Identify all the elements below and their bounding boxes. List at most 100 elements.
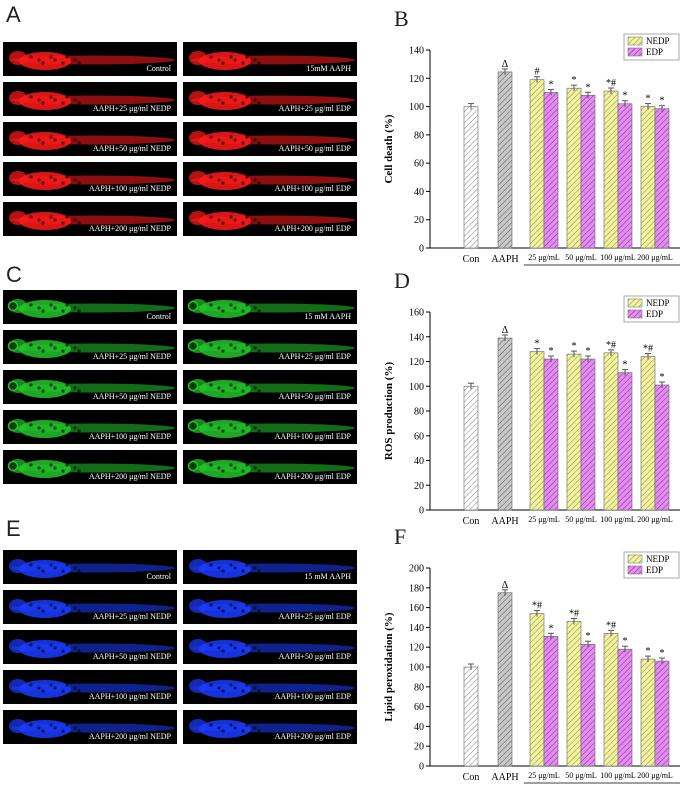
legend-swatch-nedp bbox=[627, 298, 643, 308]
fish-image-c-7: AAPH+100 μg/ml EDP bbox=[183, 410, 357, 444]
legend-label-edp: EDP bbox=[646, 565, 663, 575]
fish-image-a-2: AAPH+25 μg/ml NEDP bbox=[3, 82, 177, 116]
y-tick-label: 20 bbox=[414, 742, 424, 753]
y-tick-label: 100 bbox=[409, 382, 424, 393]
significance-mark: * bbox=[660, 372, 665, 383]
y-tick-label: 40 bbox=[414, 722, 424, 733]
fish-image-caption: AAPH+25 μg/ml NEDP bbox=[92, 352, 171, 361]
x-tick-label: 100 μg/mL bbox=[600, 253, 636, 262]
zebrafish-silhouette bbox=[189, 131, 355, 150]
zebrafish-silhouette bbox=[187, 379, 355, 398]
x-tick-label: 50 μg/mL bbox=[565, 771, 597, 780]
bar-edp-1 bbox=[580, 358, 596, 511]
zebrafish-silhouette bbox=[9, 719, 175, 738]
fish-image-c-2: AAPH+25 μg/ml NEDP bbox=[3, 330, 177, 364]
zebrafish-silhouette bbox=[187, 419, 355, 438]
fish-image-caption: AAPH+200 μg/ml NEDP bbox=[88, 732, 171, 741]
fish-image-e-0: Control bbox=[3, 550, 177, 584]
significance-mark: *# bbox=[606, 620, 616, 631]
significance-mark: Δ bbox=[502, 59, 509, 70]
bar-edp-2 bbox=[617, 648, 633, 767]
bar-nedp-0 bbox=[529, 613, 545, 767]
y-tick-label: 80 bbox=[414, 682, 424, 693]
zebrafish-silhouette bbox=[9, 211, 175, 230]
legend-label-edp: EDP bbox=[646, 47, 663, 57]
x-tick-label: 50 μg/mL bbox=[565, 515, 597, 524]
panel-label-c: C bbox=[6, 262, 22, 287]
zebrafish-silhouette bbox=[189, 91, 355, 110]
fish-image-caption: 15 mM AAPH bbox=[304, 312, 351, 321]
bar-aaph bbox=[497, 337, 513, 511]
bar-nedp-3 bbox=[640, 658, 656, 767]
significance-mark: * bbox=[660, 96, 665, 107]
bar-aaph bbox=[497, 71, 513, 249]
legend-label-edp: EDP bbox=[646, 309, 663, 319]
bar-edp-1 bbox=[580, 643, 596, 767]
bar-nedp-1 bbox=[566, 87, 582, 249]
bar-nedp-0 bbox=[529, 79, 545, 249]
bar-con bbox=[463, 666, 479, 767]
bar-nedp-2 bbox=[603, 633, 619, 767]
y-tick-label: 40 bbox=[414, 456, 424, 467]
significance-mark: # bbox=[535, 67, 540, 78]
y-tick-label: 180 bbox=[409, 583, 424, 594]
x-tick-label: 100 μg/mL bbox=[600, 771, 636, 780]
bar-edp-0 bbox=[543, 636, 559, 767]
legend-label-nedp: NEDP bbox=[646, 554, 670, 564]
zebrafish-silhouette bbox=[187, 299, 355, 318]
fish-image-e-6: AAPH+100 μg/ml NEDP bbox=[3, 670, 177, 704]
fish-image-caption: AAPH+100 μg/ml EDP bbox=[274, 184, 351, 193]
fish-image-caption: AAPH+100 μg/ml NEDP bbox=[88, 432, 171, 441]
fish-image-e-2: AAPH+25 μg/ml NEDP bbox=[3, 590, 177, 624]
significance-mark: * bbox=[572, 341, 577, 352]
fish-image-a-7: AAPH+100 μg/ml EDP bbox=[183, 162, 357, 196]
fish-image-c-9: AAPH+200 μg/ml EDP bbox=[183, 450, 357, 484]
significance-mark: * bbox=[549, 623, 554, 634]
x-tick-label: 200 μg/mL bbox=[637, 253, 673, 262]
zebrafish-silhouette bbox=[9, 639, 175, 658]
fish-image-caption: AAPH+50 μg/ml EDP bbox=[278, 392, 351, 401]
x-tick-label: AAPH bbox=[491, 254, 518, 265]
fish-image-caption: AAPH+100 μg/ml NEDP bbox=[88, 184, 171, 193]
legend-swatch-edp bbox=[627, 47, 643, 57]
fish-image-caption: AAPH+50 μg/ml NEDP bbox=[92, 144, 171, 153]
significance-mark: * bbox=[646, 94, 651, 105]
zebrafish-silhouette bbox=[189, 719, 355, 738]
fish-image-a-8: AAPH+200 μg/ml NEDP bbox=[3, 202, 177, 236]
fish-image-c-5: AAPH+50 μg/ml EDP bbox=[183, 370, 357, 404]
zebrafish-silhouette bbox=[9, 91, 175, 110]
fish-image-caption: AAPH+200 μg/ml NEDP bbox=[88, 472, 171, 481]
fish-image-caption: AAPH+25 μg/ml EDP bbox=[278, 612, 351, 621]
legend-label-nedp: NEDP bbox=[646, 36, 670, 46]
fish-image-caption: AAPH+25 μg/ml EDP bbox=[278, 352, 351, 361]
x-tick-label: 200 μg/mL bbox=[637, 515, 673, 524]
fish-image-caption: AAPH+200 μg/ml EDP bbox=[274, 472, 351, 481]
fish-image-caption: Control bbox=[146, 64, 171, 73]
zebrafish-silhouette bbox=[9, 599, 175, 618]
bar-edp-2 bbox=[617, 372, 633, 511]
significance-mark: Δ bbox=[502, 325, 509, 336]
bar-aaph bbox=[497, 592, 513, 767]
significance-mark: *# bbox=[606, 78, 616, 89]
bar-con bbox=[463, 106, 479, 249]
zebrafish-silhouette bbox=[9, 559, 175, 578]
significance-mark: * bbox=[623, 636, 628, 647]
zebrafish-silhouette bbox=[187, 339, 355, 358]
bar-edp-0 bbox=[543, 358, 559, 511]
fish-image-e-4: AAPH+50 μg/ml NEDP bbox=[3, 630, 177, 664]
significance-mark: *# bbox=[569, 608, 579, 619]
significance-mark: * bbox=[586, 82, 591, 93]
panel-label-e: E bbox=[6, 516, 21, 541]
significance-mark: * bbox=[586, 346, 591, 357]
fish-image-a-9: AAPH+200 μg/ml EDP bbox=[183, 202, 357, 236]
y-tick-label: 140 bbox=[409, 46, 424, 57]
fish-image-c-6: AAPH+100 μg/ml NEDP bbox=[3, 410, 177, 444]
significance-mark: * bbox=[623, 360, 628, 371]
y-tick-label: 20 bbox=[414, 215, 424, 226]
fish-image-caption: AAPH+200 μg/ml EDP bbox=[274, 732, 351, 741]
fish-image-caption: Control bbox=[146, 312, 171, 321]
fish-image-caption: AAPH+100 μg/ml NEDP bbox=[88, 692, 171, 701]
fish-image-caption: AAPH+100 μg/ml EDP bbox=[274, 692, 351, 701]
y-axis-label: Lipid peroxidation (%) bbox=[383, 612, 395, 722]
y-tick-label: 160 bbox=[409, 603, 424, 614]
